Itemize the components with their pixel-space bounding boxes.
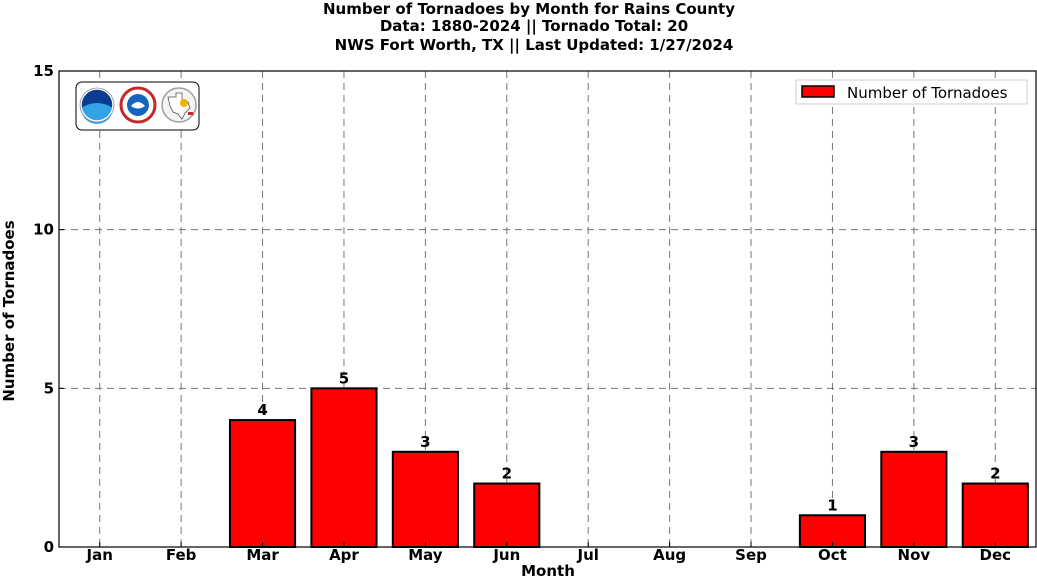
- bar-oct: [798, 514, 867, 548]
- y-tick-label: 0: [44, 538, 54, 556]
- y-tick-label: 5: [44, 379, 54, 397]
- y-axis-label: Number of Tornadoes: [0, 220, 18, 401]
- x-tick-label-may: May: [408, 546, 443, 564]
- bar-value-label-nov: 3: [909, 433, 919, 451]
- x-tick-label-mar: Mar: [246, 546, 279, 564]
- legend: Number of Tornadoes: [795, 79, 1028, 105]
- bar-labels: 4 5 3 2 1 3 2: [257, 369, 1000, 514]
- x-tick-label-feb: Feb: [166, 546, 197, 564]
- bar-apr: [310, 387, 378, 549]
- x-tick-label-dec: Dec: [980, 546, 1012, 564]
- bar-mar: [228, 419, 297, 549]
- x-tick-label-apr: Apr: [329, 546, 359, 564]
- chart-title: Number of Tornadoes by Month for Rains C…: [323, 0, 735, 55]
- y-axis-ticks: 0 5 10 15: [33, 62, 64, 556]
- legend-swatch: [801, 85, 835, 98]
- title-line-2: Data: 1880-2024 || Tornado Total: 20: [380, 17, 688, 36]
- x-tick-label-jul: Jul: [577, 546, 599, 564]
- bar-value-label-jun: 2: [502, 465, 512, 483]
- bar-value-label-apr: 5: [339, 369, 349, 387]
- x-tick-label-aug: Aug: [653, 546, 686, 564]
- title-line-1: Number of Tornadoes by Month for Rains C…: [323, 0, 735, 18]
- bar-value-label-may: 3: [420, 433, 430, 451]
- bar-dec: [961, 482, 1029, 548]
- x-tick-label-jan: Jan: [86, 546, 113, 564]
- agency-logos: [75, 81, 200, 131]
- nws-logo: [119, 86, 157, 124]
- y-tick-label: 10: [33, 221, 54, 239]
- x-tick-label-oct: Oct: [818, 546, 847, 564]
- x-tick-label-jun: Jun: [492, 546, 520, 564]
- nws-fort-worth-logo: [161, 87, 197, 123]
- bar-may: [391, 450, 459, 548]
- title-line-3: NWS Fort Worth, TX || Last Updated: 1/27…: [335, 36, 734, 55]
- bars: [228, 387, 1029, 549]
- x-axis-label: Month: [521, 562, 575, 580]
- y-tick-label: 15: [33, 62, 54, 80]
- x-tick-label-sep: Sep: [735, 546, 767, 564]
- legend-label: Number of Tornadoes: [847, 84, 1008, 102]
- x-tick-label-nov: Nov: [898, 546, 931, 564]
- noaa-logo: [79, 87, 115, 124]
- plot-frame: [58, 70, 1037, 548]
- bar-value-label-dec: 2: [990, 465, 1000, 483]
- x-axis-ticks: Jan Feb Mar Apr May Jun Jul Aug Sep Oct Nov Dec: [86, 542, 1012, 564]
- bar-jun: [473, 482, 541, 548]
- bar-value-label-mar: 4: [257, 401, 267, 419]
- bar-value-label-oct: 1: [827, 496, 837, 514]
- bar-nov: [880, 450, 948, 548]
